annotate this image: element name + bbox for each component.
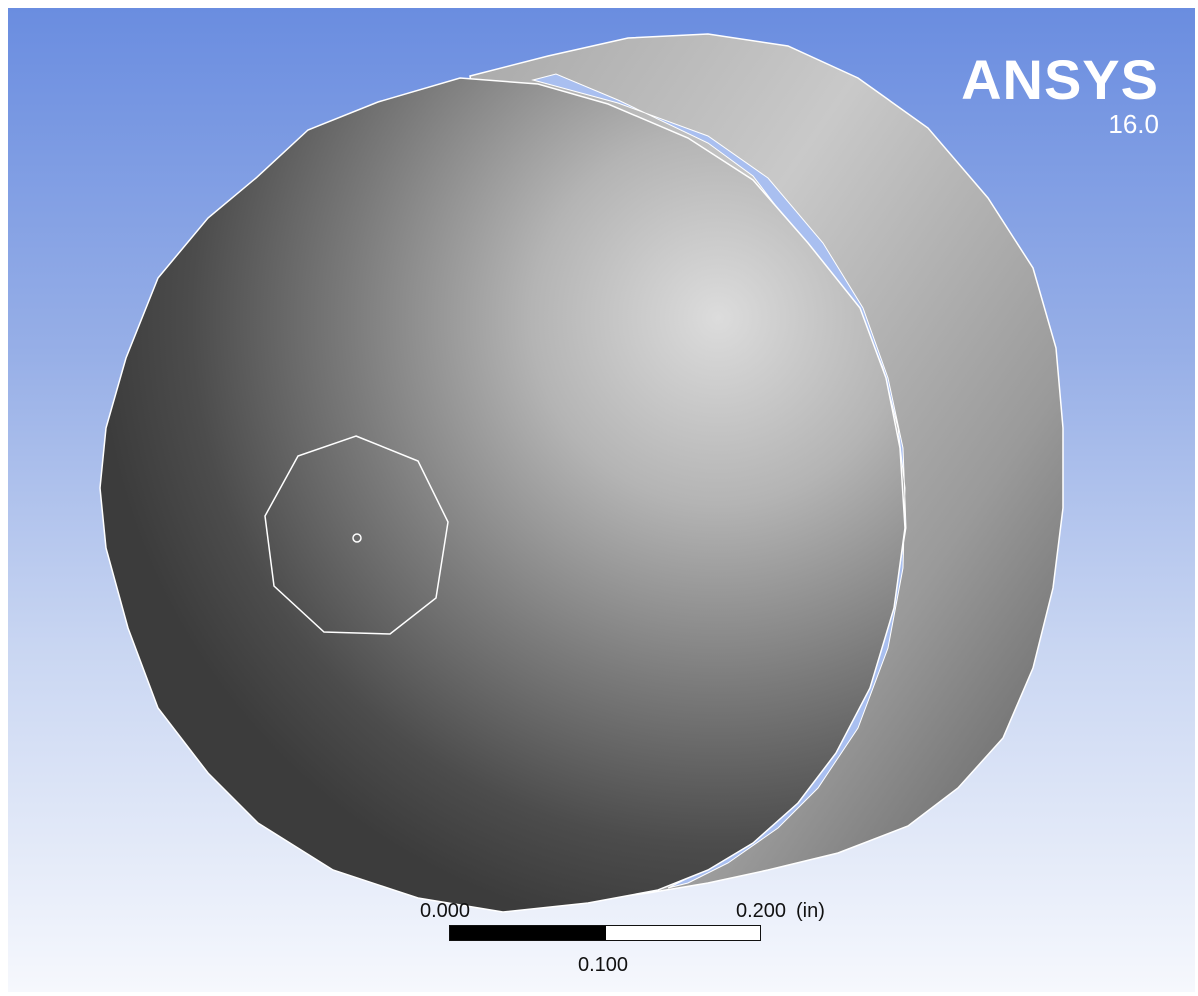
ansys-logo: ANSYS 16.0 (961, 48, 1159, 139)
dome-face[interactable] (99, 77, 906, 913)
graphics-viewport[interactable]: ANSYS 16.0 0.000 0.200 (in) 0.100 (8, 8, 1195, 992)
vertex-marker[interactable] (352, 533, 362, 543)
scale-start-label: 0.000 (420, 900, 471, 922)
small-face-outline[interactable] (264, 435, 449, 635)
scale-bar-filled-segment (450, 926, 606, 940)
scale-unit-label: (in) (796, 900, 825, 922)
scale-end-label: 0.200 (736, 900, 787, 922)
model-geometry[interactable] (8, 8, 1195, 992)
scale-mid-label: 0.100 (578, 954, 629, 976)
scale-bar (449, 925, 761, 941)
logo-name: ANSYS (961, 48, 1159, 111)
logo-version: 16.0 (1108, 109, 1159, 139)
